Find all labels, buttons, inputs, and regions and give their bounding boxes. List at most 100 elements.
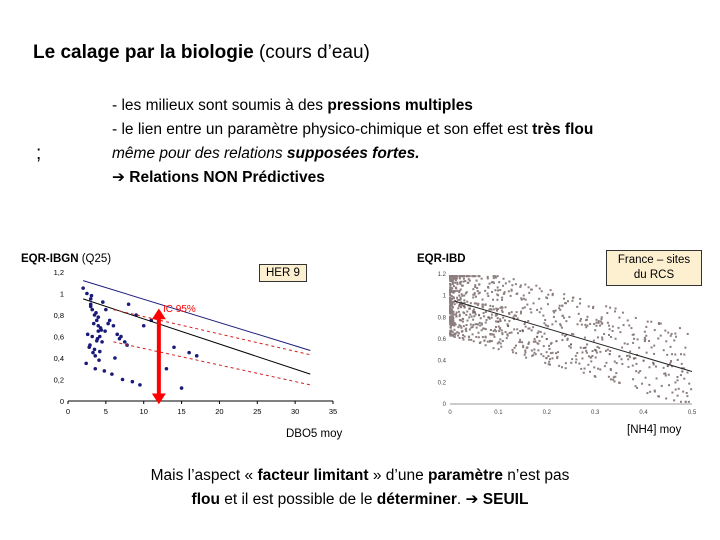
right-data-point bbox=[454, 276, 457, 279]
right-data-point bbox=[476, 304, 479, 307]
right-data-point bbox=[456, 281, 459, 284]
right-data-point bbox=[533, 348, 536, 351]
right-data-point bbox=[524, 325, 527, 328]
right-data-point bbox=[451, 318, 454, 321]
right-data-point bbox=[453, 328, 456, 331]
right-data-point bbox=[449, 275, 452, 278]
left-data-point bbox=[96, 315, 101, 319]
right-data-point bbox=[472, 340, 475, 343]
right-data-point bbox=[564, 335, 567, 338]
right-data-point bbox=[608, 353, 611, 356]
right-data-point bbox=[492, 277, 495, 280]
right-data-point bbox=[538, 287, 541, 290]
right-data-point bbox=[468, 338, 471, 341]
right-data-point bbox=[666, 353, 669, 356]
left-chart-points bbox=[81, 286, 199, 390]
right-data-point bbox=[508, 320, 511, 323]
right-data-point bbox=[465, 313, 468, 316]
right-data-point bbox=[652, 361, 655, 364]
right-data-point bbox=[626, 319, 629, 322]
right-data-point bbox=[579, 317, 582, 320]
right-data-point bbox=[660, 384, 663, 387]
right-data-point bbox=[545, 351, 548, 354]
right-data-point bbox=[512, 351, 515, 354]
right-data-point bbox=[481, 306, 484, 309]
bottom-conclusion: Mais l’aspect « facteur limitant » d’une… bbox=[0, 464, 720, 512]
right-data-point bbox=[501, 339, 504, 342]
right-data-point bbox=[525, 356, 528, 359]
right-data-point bbox=[592, 305, 595, 308]
right-data-point bbox=[539, 330, 542, 333]
right-data-point bbox=[514, 344, 517, 347]
right-data-point bbox=[617, 326, 620, 329]
right-data-point bbox=[593, 366, 596, 369]
right-data-point bbox=[450, 311, 453, 314]
right-data-point bbox=[628, 324, 631, 327]
right-data-point bbox=[456, 296, 459, 299]
right-data-point bbox=[449, 304, 452, 307]
right-data-point bbox=[599, 320, 602, 323]
right-data-point bbox=[507, 290, 510, 293]
right-data-point bbox=[653, 352, 656, 355]
right-data-point bbox=[451, 280, 454, 283]
right-data-point bbox=[484, 289, 487, 292]
right-data-point bbox=[583, 336, 586, 339]
right-data-point bbox=[503, 319, 506, 322]
right-data-point bbox=[492, 347, 495, 350]
bullet-3: même pour des relations supposées fortes… bbox=[112, 145, 420, 162]
right-data-point bbox=[591, 355, 594, 358]
right-data-point bbox=[524, 349, 527, 352]
right-data-point bbox=[540, 307, 543, 310]
right-data-point bbox=[577, 312, 580, 315]
right-data-point bbox=[449, 310, 451, 313]
right-data-point bbox=[472, 318, 475, 321]
right-data-point bbox=[621, 311, 624, 314]
right-data-point bbox=[549, 358, 552, 361]
left-x-tick-label: 15 bbox=[177, 407, 185, 416]
right-data-point bbox=[551, 351, 554, 354]
right-data-point bbox=[461, 334, 464, 337]
right-data-point bbox=[558, 307, 561, 310]
right-data-point bbox=[495, 325, 498, 328]
right-data-point bbox=[560, 366, 563, 369]
bullet-1: - les milieux sont soumis à des pression… bbox=[112, 97, 473, 114]
left-data-point bbox=[187, 350, 191, 355]
right-data-point bbox=[527, 320, 530, 323]
right-data-point bbox=[497, 325, 500, 328]
right-data-point bbox=[659, 334, 662, 337]
right-data-point bbox=[576, 351, 579, 354]
right-data-point bbox=[606, 321, 609, 324]
right-data-point bbox=[454, 279, 457, 282]
right-data-point bbox=[462, 277, 465, 280]
right-data-point bbox=[638, 346, 641, 349]
right-data-point bbox=[561, 333, 564, 336]
right-data-point bbox=[463, 335, 466, 338]
right-data-point bbox=[519, 312, 522, 315]
right-data-point bbox=[516, 317, 519, 320]
left-chart-axes: 0 5 10 15 20 25 30 35 1,2 1 0,8 0,6 0,4 0,2 0 bbox=[54, 268, 338, 416]
left-data-point bbox=[106, 321, 110, 326]
left-data-point bbox=[111, 323, 116, 328]
right-data-point bbox=[458, 324, 461, 327]
right-data-point bbox=[478, 314, 481, 317]
right-data-point bbox=[452, 296, 455, 299]
right-data-point bbox=[653, 389, 656, 392]
left-x-tick-label: 30 bbox=[291, 407, 299, 416]
right-data-point bbox=[488, 282, 491, 285]
ic-label: IC 95% bbox=[163, 304, 196, 315]
right-data-point bbox=[499, 318, 502, 321]
right-data-point bbox=[643, 336, 646, 339]
right-data-point bbox=[451, 334, 454, 337]
right-data-point bbox=[458, 289, 461, 292]
right-data-point bbox=[688, 382, 691, 385]
right-data-point bbox=[670, 332, 673, 335]
left-data-point bbox=[99, 328, 104, 332]
right-data-point bbox=[482, 312, 485, 315]
right-data-point bbox=[474, 284, 477, 287]
right-data-point bbox=[458, 313, 461, 316]
right-data-point bbox=[502, 284, 505, 287]
right-data-point bbox=[468, 316, 471, 319]
right-data-point bbox=[622, 324, 625, 327]
right-data-point bbox=[473, 302, 476, 305]
right-data-point bbox=[501, 332, 504, 335]
